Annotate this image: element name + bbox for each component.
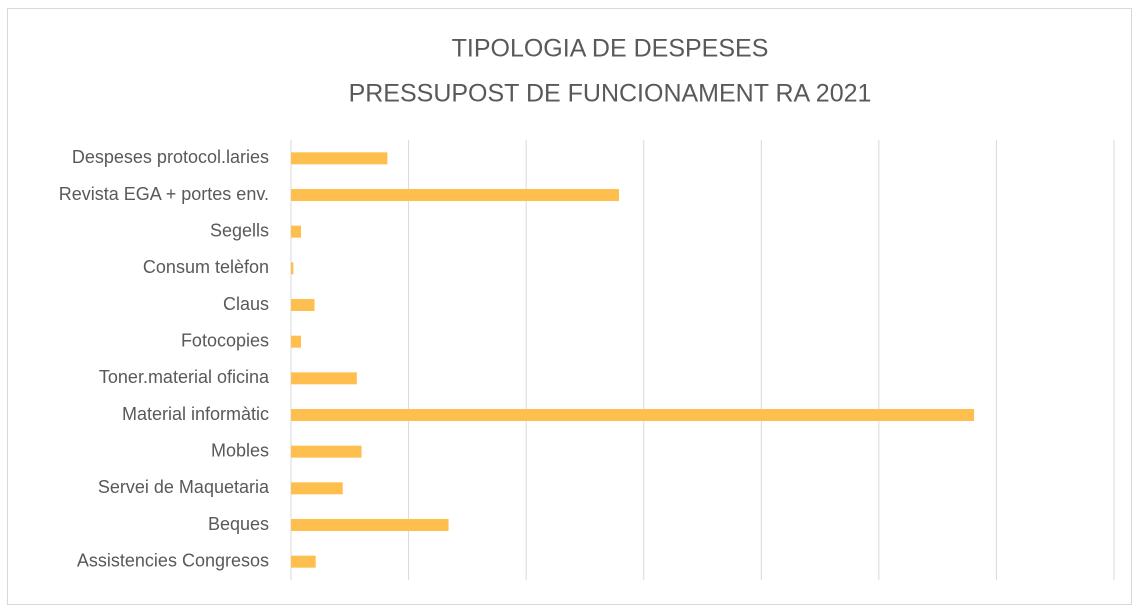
chart-frame: [7, 8, 1132, 605]
y-tick-label: Fotocopies: [181, 330, 269, 350]
y-tick-label: Revista EGA + portes env.: [59, 184, 269, 204]
bar: [291, 335, 301, 348]
y-tick-label: Servei de Maquetaria: [98, 477, 270, 497]
bar: [291, 519, 449, 531]
y-tick-label: Assistencies Congresos: [77, 550, 269, 570]
chart-subtitle: PRESSUPOST DE FUNCIONAMENT RA 2021: [349, 80, 872, 108]
bar: [291, 555, 316, 568]
bar: [291, 189, 620, 201]
y-tick-label: Beques: [208, 514, 269, 534]
y-tick-label: Claus: [223, 294, 269, 314]
y-tick-label: Toner.material oficina: [99, 367, 270, 387]
bar: [291, 372, 357, 385]
bar: [291, 262, 294, 275]
bar: [291, 225, 301, 238]
bar: [291, 445, 362, 458]
bar: [291, 299, 315, 311]
bar: [291, 152, 388, 165]
bar: [291, 409, 975, 421]
y-tick-label: Mobles: [211, 440, 269, 460]
y-tick-label: Consum telèfon: [143, 257, 269, 277]
y-tick-label: Material informàtic: [122, 404, 269, 424]
y-tick-label: Despeses protocol.laries: [72, 147, 269, 167]
bar: [291, 482, 343, 495]
chart-title: TIPOLOGIA DE DESPESES: [452, 35, 769, 63]
y-tick-label: Segells: [210, 220, 269, 240]
